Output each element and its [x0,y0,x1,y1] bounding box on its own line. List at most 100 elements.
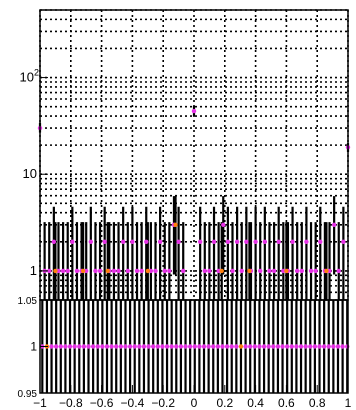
ratio-data-point [91,344,95,348]
ratio-data-point [109,344,113,348]
ratio-data-point [193,344,197,348]
ratio-data-point [266,344,270,348]
ratio-data-point [68,344,72,348]
x-tick-label: −0.4 [121,396,145,410]
ratio-data-point [308,344,312,348]
ratio-data-point [299,344,303,348]
top-data-point [240,269,244,273]
ratio-data-point [230,344,234,348]
ratio-data-point [151,344,155,348]
ratio-data-point [128,344,132,348]
top-data-point [153,269,157,273]
top-data-point [284,269,288,273]
top-data-point [230,269,234,273]
ratio-data-point [234,344,238,348]
ratio-data-point [77,344,81,348]
top-data-point [212,240,216,244]
ratio-data-point [86,344,90,348]
y-tick-label: 1 [30,340,37,354]
ratio-data-point [225,344,229,348]
top-data-point [272,269,276,273]
y-tick-label: 10 [23,166,37,181]
x-tick-label: 0.2 [216,396,233,410]
ratio-data-point [114,344,118,348]
ratio-data-point [276,344,280,348]
top-data-point [93,269,97,273]
ratio-data-point [183,344,187,348]
ratio-data-point [345,344,349,348]
top-data-point [81,269,85,273]
top-data-point [176,240,180,244]
ratio-data-point [290,344,294,348]
top-data-point [290,240,294,244]
ratio-data-point [96,344,100,348]
top-data-point [130,240,134,244]
top-data-point [263,240,267,244]
ratio-data-point [211,344,215,348]
ratio-data-point [54,344,58,348]
top-data-point [207,269,211,273]
top-data-point [332,223,336,227]
ratio-data-point [253,344,257,348]
ratio-data-point [243,344,247,348]
top-data-point [192,109,196,113]
x-tick-label: −0.8 [59,396,83,410]
top-data-point [253,240,257,244]
ratio-data-point [322,344,326,348]
x-tick-label: 0.6 [278,396,295,410]
top-data-point [258,269,262,273]
x-tick-label: 0.8 [309,396,326,410]
ratio-data-point [280,344,284,348]
ratio-data-point [313,344,317,348]
ratio-data-point [169,344,173,348]
top-data-point [267,269,271,273]
ratio-data-point [146,344,150,348]
ratio-data-point [285,344,289,348]
top-data-point [318,240,322,244]
top-data-point [313,269,317,273]
top-data-point [337,269,341,273]
ratio-data-point [340,344,344,348]
top-data-point [158,240,162,244]
top-data-point [53,269,57,273]
ratio-data-point [137,344,141,348]
ratio-data-point [123,344,127,348]
top-data-point [309,269,313,273]
ratio-data-point [239,344,243,348]
top-data-point [198,240,202,244]
top-data-point [144,240,148,244]
ratio-data-point [49,344,53,348]
top-data-point [52,240,56,244]
top-data-point [277,240,281,244]
ratio-data-point [100,344,104,348]
top-data-point [112,269,116,273]
x-tick-label: 1 [345,396,352,410]
top-data-point [235,240,239,244]
ratio-data-point [179,344,183,348]
top-data-point [61,269,65,273]
top-data-point [116,269,120,273]
top-data-point [70,240,74,244]
x-tick-label: −1 [33,396,47,410]
ratio-data-point [105,344,109,348]
ratio-data-point [82,344,86,348]
ratio-data-point [327,344,331,348]
top-data-point [247,269,251,273]
ratio-data-point [188,344,192,348]
top-data-point [300,269,304,273]
top-data-point [139,269,143,273]
ratio-data-point [216,344,220,348]
top-data-point [220,269,224,273]
top-data-point [181,269,185,273]
top-data-point [121,240,125,244]
x-tick-label: 0 [191,396,198,410]
top-data-point [295,269,299,273]
ratio-data-point [303,344,307,348]
ratio-data-point [160,344,164,348]
top-data-point [75,269,79,273]
top-data-point [126,269,130,273]
ratio-data-point [271,344,275,348]
y-tick-label: 1 [30,263,37,278]
